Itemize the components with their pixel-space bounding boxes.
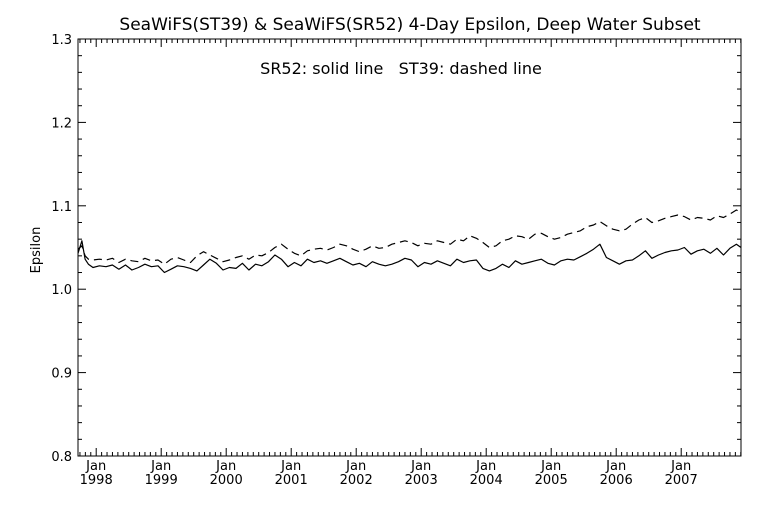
x-tick-label: Jan bbox=[150, 459, 171, 474]
x-tick-year: 2004 bbox=[470, 473, 503, 488]
y-tick-label: 1.0 bbox=[51, 283, 72, 298]
x-tick-year: 2002 bbox=[340, 473, 373, 488]
x-tick-year: 2006 bbox=[600, 473, 633, 488]
chart-title: SeaWiFS(ST39) & SeaWiFS(SR52) 4-Day Epsi… bbox=[119, 15, 701, 35]
plot-area bbox=[77, 209, 742, 274]
x-tick-year: 2005 bbox=[535, 473, 568, 488]
y-axis: 0.8 0.9 1.0 1.1 1.2 1.3 bbox=[51, 33, 741, 465]
x-tick-label: Jan bbox=[410, 459, 431, 474]
y-axis-label: Epsilon bbox=[29, 227, 44, 274]
x-tick-label: Jan bbox=[475, 459, 496, 474]
y-tick-label: 0.8 bbox=[51, 450, 72, 465]
x-tick-year: 2001 bbox=[275, 473, 308, 488]
x-tick-year: 1999 bbox=[145, 473, 178, 488]
x-tick-label: Jan bbox=[605, 459, 626, 474]
x-tick-label: Jan bbox=[540, 459, 561, 474]
x-tick-label: Jan bbox=[280, 459, 301, 474]
y-tick-label: 0.9 bbox=[51, 367, 72, 382]
x-tick-year: 1998 bbox=[80, 473, 113, 488]
y-tick-label: 1.2 bbox=[51, 116, 72, 131]
series-line-sr52 bbox=[77, 240, 742, 274]
series-line-st39 bbox=[77, 209, 742, 265]
y-tick-label: 1.1 bbox=[51, 200, 72, 215]
x-tick-label: Jan bbox=[670, 459, 691, 474]
chart-annotation: SR52: solid line ST39: dashed line bbox=[260, 59, 542, 78]
x-tick-year: 2000 bbox=[210, 473, 243, 488]
plot-frame bbox=[77, 38, 742, 457]
x-tick-year: 2003 bbox=[405, 473, 438, 488]
x-axis: Jan1998Jan1999Jan2000Jan2001Jan2002Jan20… bbox=[79, 39, 742, 488]
x-tick-label: Jan bbox=[345, 459, 366, 474]
x-tick-label: Jan bbox=[215, 459, 236, 474]
y-tick-label: 1.3 bbox=[51, 33, 72, 48]
x-tick-label: Jan bbox=[85, 459, 106, 474]
x-tick-year: 2007 bbox=[665, 473, 698, 488]
